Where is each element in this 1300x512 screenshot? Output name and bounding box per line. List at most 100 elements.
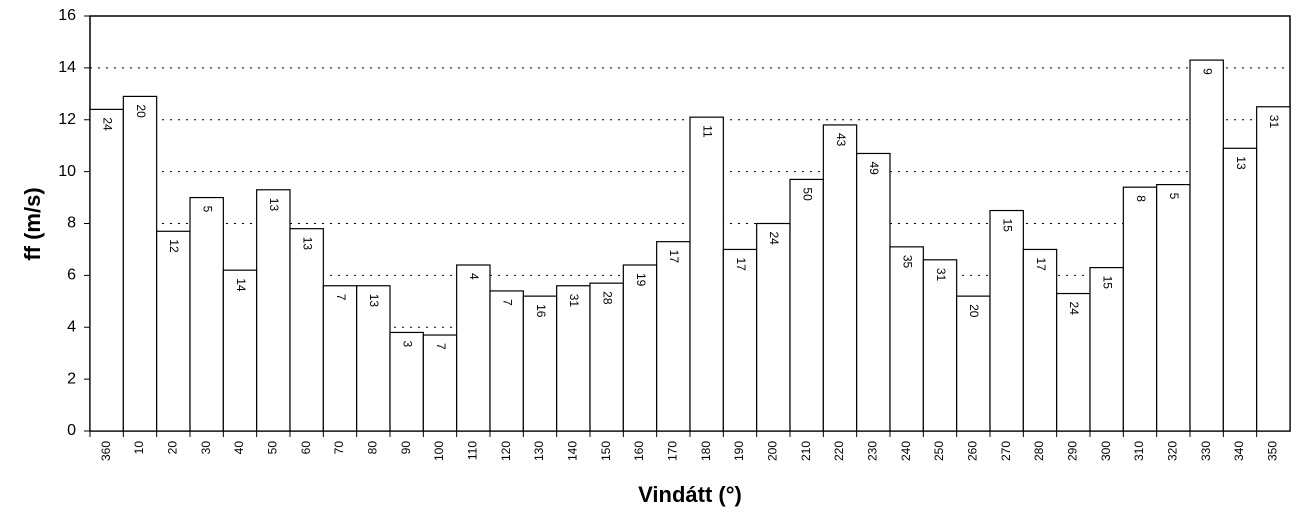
data-label: 28: [600, 291, 614, 305]
x-tick-label: 40: [232, 441, 246, 455]
data-label: 31: [1267, 115, 1281, 129]
data-label: 7: [334, 294, 348, 301]
bar: [122, 95, 158, 432]
x-tick-label: 220: [832, 441, 846, 461]
y-tick-label: 14: [58, 59, 76, 76]
x-tick-label: 20: [166, 441, 180, 455]
x-tick-label: 90: [399, 441, 413, 455]
bar: [622, 264, 658, 432]
bar: [689, 116, 724, 432]
data-label: 13: [1234, 156, 1248, 170]
data-label: 49: [867, 161, 881, 175]
x-tick-label: 160: [632, 441, 646, 461]
x-tick-label: 250: [932, 441, 946, 461]
bar: [656, 241, 691, 432]
data-label: 11: [700, 125, 714, 138]
x-tick-label: 300: [1099, 441, 1113, 461]
x-tick-label: 170: [666, 441, 680, 461]
x-tick-label: 30: [199, 441, 213, 455]
data-label: 17: [667, 250, 681, 264]
x-tick-label: 180: [699, 441, 713, 461]
y-axis-title: ff (m/s): [20, 187, 45, 260]
bar: [289, 228, 324, 432]
data-label: 5: [1167, 193, 1181, 200]
x-tick-label: 290: [1066, 441, 1080, 461]
bar: [356, 285, 391, 432]
y-tick-label: 10: [58, 163, 76, 180]
x-tick-label: 10: [132, 441, 146, 455]
x-tick-label: 150: [599, 441, 613, 461]
data-label: 9: [1200, 68, 1214, 75]
x-tick-label: 360: [99, 441, 113, 461]
bar: [456, 264, 491, 432]
bar: [989, 209, 1024, 432]
y-tick-label: 12: [58, 111, 76, 128]
data-label: 43: [834, 133, 848, 147]
bar: [1256, 106, 1291, 432]
data-label: 13: [367, 294, 381, 308]
bar: [1022, 248, 1058, 432]
x-tick-label: 330: [1199, 441, 1213, 461]
bar: [522, 295, 558, 432]
data-label: 31: [567, 294, 581, 308]
data-label: 24: [100, 117, 114, 131]
data-label: 3: [400, 340, 414, 347]
bar: [789, 178, 824, 432]
bar: [1189, 59, 1224, 432]
data-label: 5: [200, 206, 214, 213]
data-label: 13: [267, 198, 281, 212]
x-tick-label: 50: [266, 441, 280, 455]
x-tick-label: 130: [532, 441, 546, 461]
data-label: 19: [634, 273, 648, 287]
x-tick-label: 270: [999, 441, 1013, 461]
bar: [389, 331, 424, 432]
x-tick-label: 350: [1266, 441, 1280, 461]
bar: [889, 246, 924, 432]
data-label: 14: [234, 278, 248, 292]
bar: [922, 259, 958, 432]
bar: [1222, 147, 1258, 432]
data-label: 16: [534, 304, 548, 318]
data-label: 31: [934, 268, 948, 282]
data-label: 35: [900, 255, 914, 269]
x-tick-label: 60: [299, 441, 313, 455]
bar: [1089, 266, 1124, 432]
x-tick-label: 210: [799, 441, 813, 461]
x-tick-label: 320: [1166, 441, 1180, 461]
bar: [489, 290, 524, 432]
data-label: 7: [500, 299, 514, 306]
bar: [322, 285, 358, 432]
bar: [722, 248, 758, 432]
x-tick-label: 190: [732, 441, 746, 461]
data-label: 4: [467, 273, 481, 280]
x-tick-label: 140: [566, 441, 580, 461]
bar: [856, 152, 891, 432]
bar: [556, 285, 591, 432]
bar: [1156, 183, 1191, 432]
data-label: 12: [167, 239, 181, 253]
data-label: 13: [300, 237, 314, 251]
x-tick-label: 240: [899, 441, 913, 461]
bar: [89, 108, 124, 432]
bar: [422, 334, 458, 432]
y-tick-label: 2: [67, 370, 76, 387]
data-label: 17: [1034, 257, 1048, 271]
bar: [156, 230, 191, 432]
x-tick-label: 340: [1232, 441, 1246, 461]
data-label: 17: [734, 257, 748, 271]
bar: [222, 269, 258, 432]
y-tick-label: 16: [58, 7, 76, 24]
bar: [189, 196, 224, 432]
data-label: 7: [434, 343, 448, 350]
data-label: 8: [1134, 195, 1148, 202]
x-tick-label: 260: [966, 441, 980, 461]
y-tick-label: 4: [67, 318, 76, 335]
data-label: 15: [1000, 219, 1014, 233]
x-tick-label: 110: [466, 441, 480, 460]
data-label: 20: [134, 104, 148, 118]
x-tick-label: 200: [766, 441, 780, 461]
y-tick-label: 6: [67, 267, 76, 284]
bar: [1056, 292, 1091, 432]
x-tick-label: 120: [499, 441, 513, 461]
